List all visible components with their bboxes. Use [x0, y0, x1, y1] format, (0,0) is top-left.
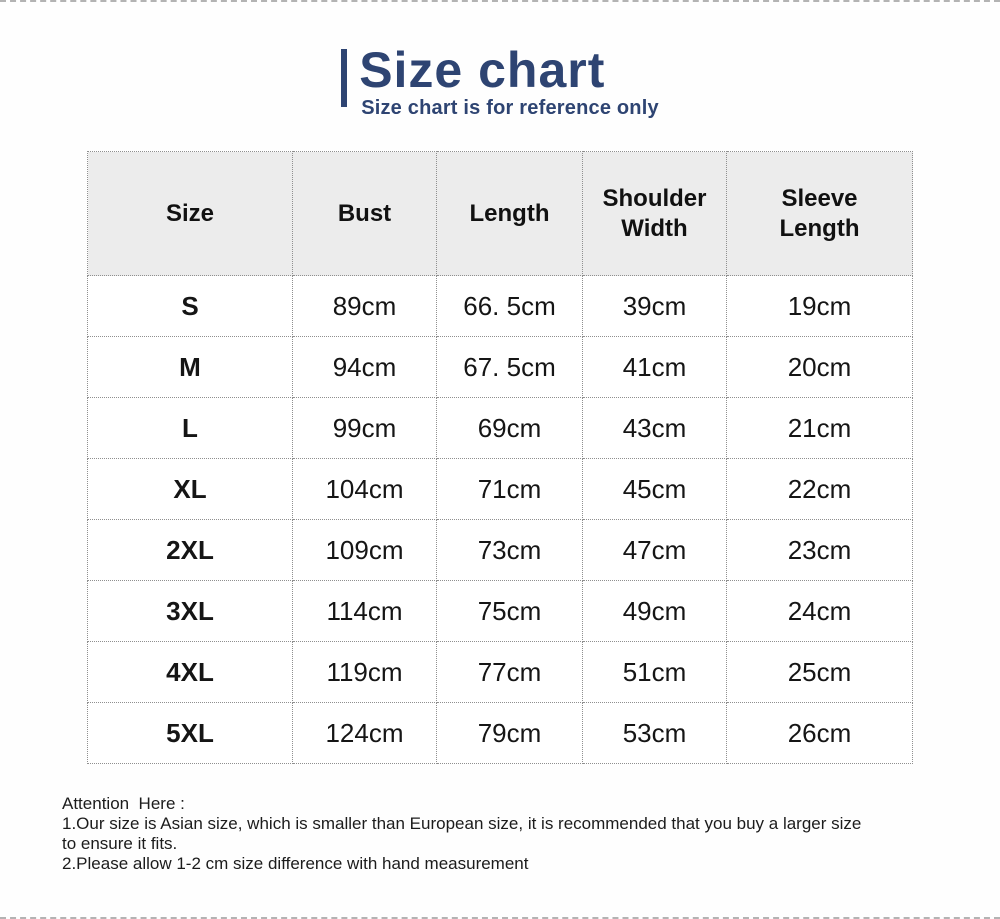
attention-notes: Attention Here : 1.Our size is Asian siz…: [62, 794, 967, 874]
measurement-cell: 114cm: [292, 580, 437, 642]
measurement-cell: 21cm: [726, 397, 913, 459]
column-header-sleeve-length: Sleeve Length: [726, 151, 913, 276]
measurement-cell: 41cm: [582, 336, 727, 398]
measurement-cell: 20cm: [726, 336, 913, 398]
size-cell: 2XL: [87, 519, 293, 581]
measurement-cell: 79cm: [436, 702, 583, 764]
table-row: 2XL 109cm 73cm 47cm 23cm: [87, 519, 913, 581]
measurement-cell: 109cm: [292, 519, 437, 581]
column-header-length: Length: [436, 151, 583, 276]
page-header: Size chart Size chart is for reference o…: [0, 0, 1000, 120]
measurement-cell: 43cm: [582, 397, 727, 459]
measurement-cell: 45cm: [582, 458, 727, 520]
bottom-dashed-divider: [0, 917, 1000, 919]
measurement-cell: 124cm: [292, 702, 437, 764]
table-row: 5XL 124cm 79cm 53cm 26cm: [87, 702, 913, 764]
measurement-cell: 47cm: [582, 519, 727, 581]
size-cell: M: [87, 336, 293, 398]
table-row: 3XL 114cm 75cm 49cm 24cm: [87, 580, 913, 642]
size-table-body: S 89cm 66. 5cm 39cm 19cm M 94cm 67. 5cm 41cm 20cm…: [87, 275, 913, 764]
table-row: S 89cm 66. 5cm 39cm 19cm: [87, 275, 913, 337]
measurement-cell: 23cm: [726, 519, 913, 581]
table-row: 4XL 119cm 77cm 51cm 25cm: [87, 641, 913, 703]
measurement-cell: 26cm: [726, 702, 913, 764]
size-cell: 5XL: [87, 702, 293, 764]
column-header-bust: Bust: [292, 151, 437, 276]
measurement-cell: 67. 5cm: [436, 336, 583, 398]
attention-note-line: to ensure it fits.: [62, 834, 178, 853]
measurement-cell: 22cm: [726, 458, 913, 520]
attention-heading: Attention Here :: [62, 794, 185, 813]
measurement-cell: 69cm: [436, 397, 583, 459]
measurement-cell: 25cm: [726, 641, 913, 703]
size-cell: 4XL: [87, 641, 293, 703]
measurement-cell: 24cm: [726, 580, 913, 642]
measurement-cell: 39cm: [582, 275, 727, 337]
measurement-cell: 51cm: [582, 641, 727, 703]
size-chart-table: Size Bust Length Shoulder Width Sleeve L…: [87, 151, 913, 764]
attention-note-line: 2.Please allow 1-2 cm size difference wi…: [62, 854, 529, 873]
measurement-cell: 49cm: [582, 580, 727, 642]
measurement-cell: 104cm: [292, 458, 437, 520]
measurement-cell: 73cm: [436, 519, 583, 581]
measurement-cell: 71cm: [436, 458, 583, 520]
size-cell: XL: [87, 458, 293, 520]
table-row: XL 104cm 71cm 45cm 22cm: [87, 458, 913, 520]
column-header-size: Size: [87, 151, 293, 276]
measurement-cell: 99cm: [292, 397, 437, 459]
top-dashed-divider: [0, 0, 1000, 2]
size-cell: 3XL: [87, 580, 293, 642]
measurement-cell: 89cm: [292, 275, 437, 337]
page-subtitle: Size chart is for reference only: [361, 97, 659, 119]
size-cell: L: [87, 397, 293, 459]
measurement-cell: 66. 5cm: [436, 275, 583, 337]
measurement-cell: 75cm: [436, 580, 583, 642]
measurement-cell: 19cm: [726, 275, 913, 337]
table-row: M 94cm 67. 5cm 41cm 20cm: [87, 336, 913, 398]
measurement-cell: 53cm: [582, 702, 727, 764]
page-title: Size chart: [359, 42, 606, 98]
table-row: L 99cm 69cm 43cm 21cm: [87, 397, 913, 459]
measurement-cell: 119cm: [292, 641, 437, 703]
attention-note-line: 1.Our size is Asian size, which is small…: [62, 814, 862, 833]
column-header-shoulder-width: Shoulder Width: [582, 151, 727, 276]
measurement-cell: 77cm: [436, 641, 583, 703]
measurement-cell: 94cm: [292, 336, 437, 398]
table-header-row: Size Bust Length Shoulder Width Sleeve L…: [87, 151, 913, 276]
size-cell: S: [87, 275, 293, 337]
title-accent-bar: [341, 49, 348, 107]
